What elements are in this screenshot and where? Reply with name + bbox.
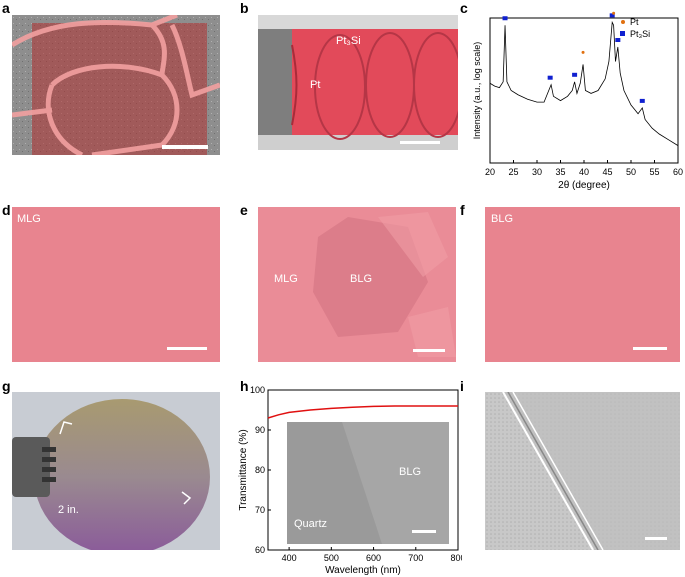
legend-marker-pt [621, 20, 625, 24]
transmittance-ytick-label: 100 [250, 385, 265, 395]
inset-label-quartz: Quartz [294, 518, 327, 530]
transmittance-ytick-label: 70 [255, 505, 265, 515]
transmittance-line [267, 405, 458, 419]
xrd-peak-markers [502, 11, 645, 103]
xrd-line [489, 20, 679, 146]
pt3si-peak-marker [615, 38, 621, 42]
legend-marker-pt3si [620, 31, 625, 36]
xrd-frame [489, 17, 679, 164]
panel-e-optical-image: MLG BLG [258, 207, 456, 362]
transmittance-xtick-label: 800 [450, 553, 462, 563]
xrd-tick-label: 40 [579, 167, 589, 177]
xrd-tick-label: 45 [602, 167, 612, 177]
pt3si-peak-marker [502, 16, 508, 21]
wafer [12, 399, 210, 550]
panel-letter-h: h [240, 378, 249, 394]
cross-section [258, 15, 458, 150]
scale-bar [400, 141, 440, 144]
label-wafer-size: 2 in. [58, 504, 79, 516]
xrd-tick-label: 35 [555, 167, 565, 177]
inset-image: BLG Quartz [287, 422, 449, 544]
xrd-ylabel: Intensity (a.u., log scale) [472, 42, 482, 140]
legend-label-pt3si: Pt₃Si [630, 29, 650, 39]
pt3si-peak-marker [609, 13, 615, 18]
transmittance-xlabel: Wavelength (nm) [325, 565, 401, 576]
panel-f-optical-image: BLG [485, 207, 680, 362]
bilayer-domain [313, 212, 456, 357]
tem-fringes [485, 392, 680, 550]
xrd-tick-label: 60 [673, 167, 683, 177]
transmittance-ylabel: Transmittance (%) [238, 429, 249, 510]
xrd-axes: 20 25 30 35 40 45 50 55 60 [485, 17, 683, 177]
pt-peak-marker [581, 50, 585, 54]
panel-letter-f: f [460, 202, 465, 218]
transmittance-series [267, 405, 458, 419]
inset-scale-bar [412, 530, 436, 533]
panel-a-sem-image [12, 15, 220, 155]
label-blg: BLG [491, 213, 514, 225]
xrd-xlabel: 2θ (degree) [558, 180, 610, 191]
scale-bar [645, 537, 667, 540]
transmittance-xtick-label: 400 [282, 553, 297, 563]
grain-map [12, 15, 220, 155]
legend-label-pt: Pt [630, 17, 639, 27]
transmittance-xtick-label: 700 [408, 553, 423, 563]
label-mlg: MLG [274, 273, 298, 285]
label-mlg: MLG [17, 213, 41, 225]
scale-bar [413, 349, 445, 352]
xrd-legend: Pt Pt₃Si [620, 17, 650, 39]
transmittance-xtick-label: 500 [324, 553, 339, 563]
pt3si-peak-marker [572, 72, 578, 77]
panel-h-transmittance-chart: 400 500 600 700 800 60 70 80 90 100 BLG Quartz Wa… [238, 385, 462, 576]
xrd-tick-label: 25 [508, 167, 518, 177]
transmittance-ytick-label: 80 [255, 465, 265, 475]
label-pt: Pt [310, 79, 321, 91]
inset-label-blg: BLG [399, 466, 421, 478]
label-pt3si: Pt₃Si [336, 35, 361, 47]
transmittance-axes: 400 500 600 700 800 60 70 80 90 100 [250, 385, 462, 563]
panel-i-tem-image [485, 392, 680, 550]
pt3si-peak-marker [639, 98, 645, 103]
xrd-tick-label: 30 [532, 167, 542, 177]
panel-letter-b: b [240, 0, 249, 16]
panel-g-wafer-photo: 2 in. [12, 392, 220, 550]
panel-letter-c: c [460, 0, 468, 16]
scale-bar [162, 145, 208, 149]
transmittance-ytick-label: 90 [255, 425, 265, 435]
xrd-tick-label: 50 [626, 167, 636, 177]
panel-d-optical-image: MLG [12, 207, 220, 362]
panel-letter-d: d [2, 202, 11, 218]
panel-letter-e: e [240, 202, 248, 218]
xrd-series [489, 20, 679, 146]
scale-bar [633, 347, 667, 350]
panel-c-xrd-chart: 20 25 30 35 40 45 50 55 60 2θ (degree) Intensity… [472, 11, 683, 191]
xrd-tick-label: 55 [649, 167, 659, 177]
panel-letter-g: g [2, 378, 11, 394]
xrd-tick-label: 20 [485, 167, 495, 177]
transmittance-ytick-label: 60 [255, 545, 265, 555]
panel-b-sem-image: Pt₃Si Pt [258, 15, 458, 150]
transmittance-xtick-label: 600 [366, 553, 381, 563]
pt3si-peak-marker [547, 75, 553, 80]
pt-peak-marker [612, 11, 616, 15]
scale-bar [167, 347, 207, 350]
label-blg: BLG [350, 273, 373, 285]
panel-letter-a: a [2, 0, 10, 16]
panel-letter-i: i [460, 378, 464, 394]
